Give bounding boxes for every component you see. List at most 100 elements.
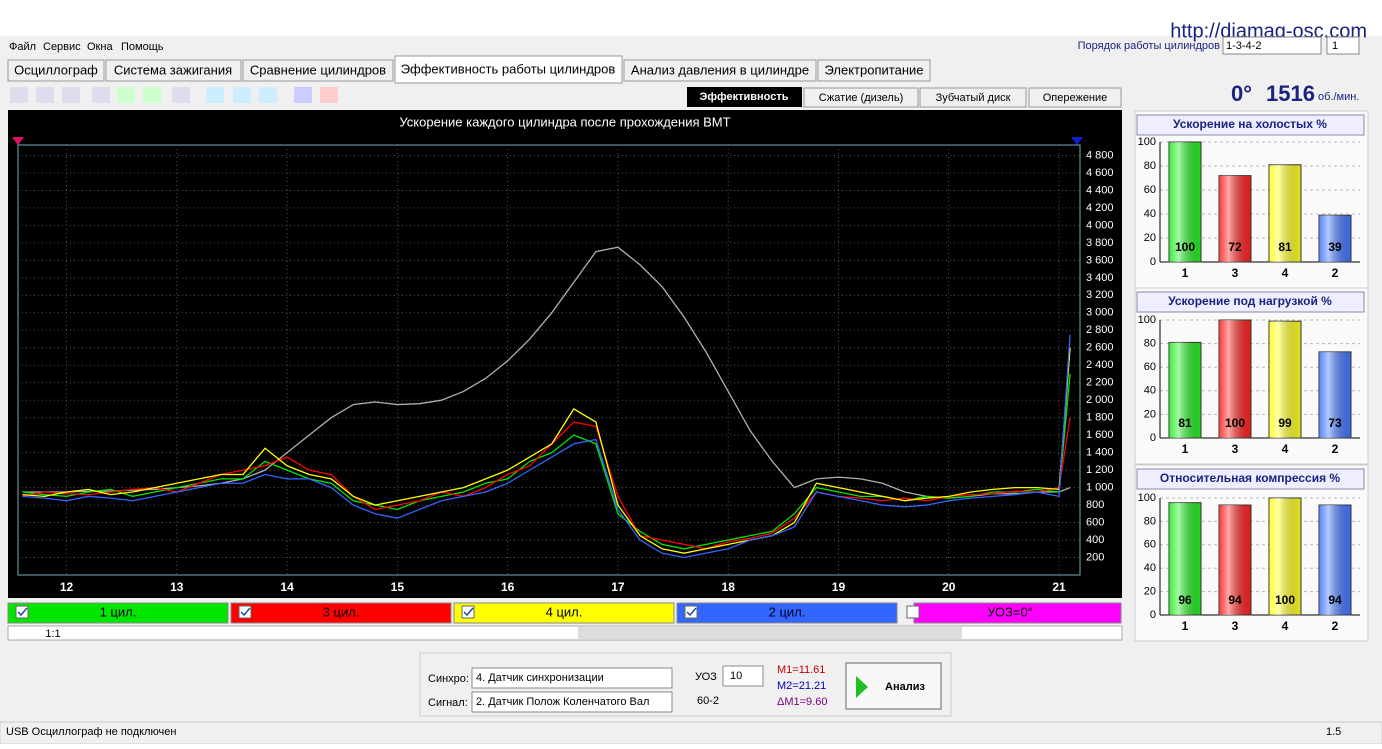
bar-value-label: 81: [1178, 416, 1192, 430]
wheel-label: 60-2: [697, 695, 719, 707]
y-tick-label: 2 600: [1086, 342, 1114, 354]
checkbox: [461, 605, 475, 619]
tab-label: Система зажигания: [114, 62, 232, 77]
y-tick-label: 3 200: [1086, 289, 1114, 301]
x-tick-label: 2: [1332, 266, 1339, 280]
bar-title-box: [1136, 291, 1365, 313]
y-tick-label: 80: [1144, 338, 1156, 350]
bar-shine: [1269, 164, 1301, 262]
y-tick-label: 600: [1086, 516, 1104, 528]
version: 1.5: [1326, 726, 1341, 738]
subtab[interactable]: [919, 87, 1027, 108]
status-bar: [0, 721, 1382, 745]
tool-button[interactable]: [92, 87, 110, 103]
tool-button[interactable]: [233, 87, 251, 103]
bar-value-label: 100: [1225, 416, 1245, 430]
tool-button[interactable]: [10, 87, 28, 103]
plot-frame: [17, 144, 1081, 576]
marker-left[interactable]: [12, 137, 24, 145]
sync-select[interactable]: [471, 667, 673, 689]
bar-value-label: 99: [1278, 416, 1292, 430]
bar-shine: [1219, 175, 1251, 262]
legend-chip[interactable]: [230, 602, 452, 624]
subtab-label: Эффективность: [700, 91, 789, 103]
tool-button[interactable]: [62, 87, 80, 103]
x-tick-label: 19: [832, 580, 846, 594]
bar-value-label: 39: [1328, 240, 1342, 254]
tool-button[interactable]: [117, 87, 135, 103]
y-tick-label: 20: [1144, 586, 1156, 598]
subtab-active[interactable]: [687, 87, 802, 107]
bar-value-label: 96: [1178, 593, 1192, 607]
y-tick-label: 4 600: [1086, 167, 1114, 179]
tool-button[interactable]: [143, 87, 161, 103]
menu-item[interactable]: Окна: [87, 41, 113, 53]
tab[interactable]: [242, 59, 394, 82]
x-tick-label: 18: [722, 580, 736, 594]
tool-button[interactable]: [259, 87, 277, 103]
bar-shine: [1319, 351, 1351, 438]
x-tick-label: 4: [1282, 266, 1289, 280]
marker-right[interactable]: [1071, 137, 1083, 145]
legend-chip[interactable]: [453, 602, 675, 624]
y-tick-label: 40: [1144, 385, 1156, 397]
subtab-label: Сжатие (дизель): [819, 92, 904, 104]
tab-active[interactable]: [394, 55, 623, 84]
firing-order-select[interactable]: [1222, 36, 1322, 55]
tool-button[interactable]: [206, 87, 224, 103]
bar-shine: [1169, 342, 1201, 438]
legend-chip[interactable]: [7, 602, 229, 624]
tool-button[interactable]: [294, 87, 312, 103]
uoz-label: УОЗ: [695, 671, 717, 683]
cylinder-spin[interactable]: [1326, 36, 1360, 55]
uoz-spin[interactable]: [722, 665, 764, 687]
tab-label: Осциллограф: [14, 62, 98, 77]
legend-chip[interactable]: [676, 602, 898, 624]
toolbar: [10, 87, 338, 103]
menu-item[interactable]: Помощь: [121, 41, 164, 53]
checkmark: [463, 607, 474, 617]
tool-button[interactable]: [320, 87, 338, 103]
bar-value-label: 100: [1175, 240, 1195, 254]
y-tick-label: 3 800: [1086, 237, 1114, 249]
sync-label: Синхро:: [428, 673, 469, 685]
header-band: [0, 0, 1382, 36]
y-tick-label: 2 000: [1086, 394, 1114, 406]
subtab[interactable]: [803, 87, 919, 108]
y-tick-label: 0: [1150, 609, 1156, 621]
y-tick-label: 100: [1138, 492, 1156, 504]
m1: M1=11.61: [777, 664, 825, 676]
bar-value-label: 72: [1228, 240, 1242, 254]
subtab[interactable]: [1028, 87, 1122, 108]
bar-shine: [1269, 321, 1301, 438]
y-tick-label: 1 000: [1086, 482, 1114, 494]
tool-button[interactable]: [36, 87, 54, 103]
tab-label: Анализ давления в цилиндре: [631, 62, 809, 77]
scroll-thumb[interactable]: [578, 627, 962, 639]
sync-value: 4. Датчик синхронизации: [476, 672, 604, 684]
play-icon: [856, 676, 868, 698]
menu-item[interactable]: Сервис: [43, 41, 81, 53]
x-tick-label: 21: [1052, 580, 1066, 594]
signal-label: Сигнал:: [428, 697, 468, 709]
checkbox[interactable]: [906, 605, 920, 619]
y-tick-label: 0: [1150, 432, 1156, 444]
legend: 1 цил. 3 цил. 4 цил. 2 цил.: [7, 602, 898, 624]
x-tick-label: 12: [60, 580, 74, 594]
y-tick-label: 100: [1138, 136, 1156, 148]
y-tick-label: 80: [1144, 515, 1156, 527]
tab[interactable]: [623, 59, 817, 82]
signal-select[interactable]: [471, 691, 673, 713]
menu-item[interactable]: Файл: [9, 41, 36, 53]
y-tick-label: 1 800: [1086, 412, 1114, 424]
tool-button[interactable]: [172, 87, 190, 103]
y-tick-label: 3 400: [1086, 272, 1114, 284]
bar-title: Ускорение под нагрузкой %: [1168, 294, 1332, 308]
tab[interactable]: [7, 59, 105, 82]
tab[interactable]: [105, 59, 242, 82]
y-tick-label: 40: [1144, 562, 1156, 574]
bar-shine: [1169, 502, 1201, 615]
bar-shine: [1169, 142, 1201, 262]
tab[interactable]: [817, 59, 931, 82]
